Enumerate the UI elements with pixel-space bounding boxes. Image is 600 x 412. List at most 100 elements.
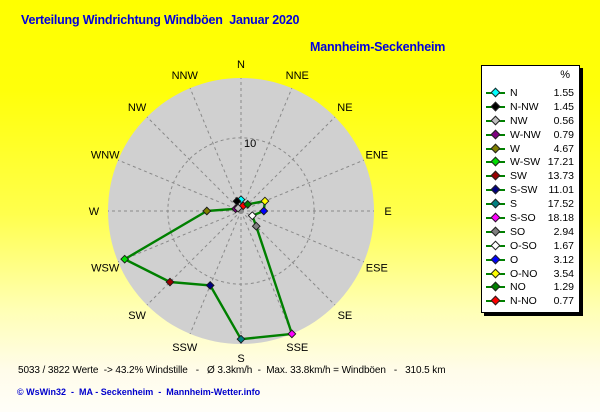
grid-spoke: [240, 87, 293, 212]
grid-spoke: [146, 116, 242, 212]
legend-value: 1.45: [553, 100, 574, 113]
legend-label: NO: [510, 281, 526, 294]
legend-row: O-NO 3.54: [482, 267, 579, 281]
compass-label-SSE: SSE: [286, 342, 308, 354]
legend-label: W-SW: [510, 156, 541, 169]
legend-label: N-NW: [510, 100, 539, 113]
compass-label-E: E: [384, 206, 391, 218]
compass-label-NE: NE: [337, 102, 352, 114]
legend-row: W 4.67: [482, 142, 579, 156]
legend-marker-icon: [486, 101, 505, 112]
legend-value: 1.67: [553, 239, 574, 252]
legend-marker-icon: [486, 226, 505, 237]
data-point-marker-NW: [233, 203, 243, 213]
legend-marker-icon: [486, 281, 505, 292]
legend-row: S 17.52: [482, 197, 579, 211]
compass-label-ENE: ENE: [365, 150, 388, 162]
compass-label-ESE: ESE: [366, 262, 388, 274]
grid-spoke: [117, 159, 242, 212]
compass-label-N: N: [237, 59, 245, 71]
compass-label-W: W: [89, 206, 100, 218]
legend-label: O-NO: [510, 267, 538, 280]
legend-label: S-SO: [510, 211, 536, 224]
legend-value: 0.56: [553, 114, 574, 127]
legend-marker-icon: [486, 115, 505, 126]
legend-marker-icon: [486, 295, 505, 306]
data-point-marker-W: [202, 206, 212, 216]
station-name: Mannheim-Seckenheim: [310, 40, 446, 54]
legend-row: O-SO 1.67: [482, 239, 579, 253]
compass-label-WNW: WNW: [91, 150, 120, 162]
grid-spoke: [117, 210, 242, 263]
legend-marker-icon: [486, 268, 505, 278]
data-point-marker-SW: [165, 277, 175, 287]
legend-label: SO: [510, 225, 526, 238]
grid-spoke: [240, 210, 365, 263]
legend-row: SW 13.73: [482, 169, 579, 183]
legend-label: N-NO: [510, 295, 537, 308]
legend-value: 1.55: [553, 86, 574, 99]
compass-label-NNW: NNW: [172, 70, 199, 82]
grid-spoke: [189, 87, 242, 212]
grid-spoke: [240, 210, 293, 335]
legend-row: N-NO 0.77: [482, 294, 579, 308]
legend-marker-icon: [486, 170, 505, 181]
legend-label: W-NW: [510, 128, 541, 141]
legend-value: 4.67: [553, 142, 574, 155]
data-point-marker-N-NW: [232, 196, 242, 206]
legend-value: 2.94: [553, 225, 574, 238]
data-point-marker-O: [259, 206, 269, 216]
legend-value: 17.52: [547, 198, 574, 211]
compass-label-SW: SW: [128, 310, 146, 322]
radial-axis-label: 10: [244, 138, 256, 150]
legend-marker-icon: [486, 254, 505, 265]
legend-value: 3.12: [553, 253, 574, 266]
legend-label: NW: [510, 114, 528, 127]
stats-line: 5033 / 3822 Werte -> 43.2% Windstille - …: [18, 365, 446, 376]
legend-row: S-SW 11.01: [482, 183, 579, 197]
legend-row: S-SO 18.18: [482, 211, 579, 225]
legend-marker-icon: [486, 240, 505, 251]
legend-value: 3.54: [553, 267, 574, 280]
legend-row: N-NW 1.45: [482, 100, 579, 114]
legend-box: % N 1.55 N-NW 1.45 NW 0.56 W-NW 0.79 W 4.67 W-SW 17…: [481, 65, 580, 313]
legend-rows: N 1.55 N-NW 1.45 NW 0.56 W-NW 0.79 W 4.67 W-SW 17.2…: [482, 86, 579, 308]
grid-spoke: [240, 159, 365, 212]
chart-title: Verteilung Windrichtung Windböen Januar …: [21, 13, 300, 27]
grid-spoke: [240, 116, 336, 212]
legend-marker-icon: [486, 143, 505, 153]
legend-label: SW: [510, 170, 527, 183]
compass-label-S: S: [237, 353, 244, 365]
legend-row: NO 1.29: [482, 280, 579, 294]
legend-marker-icon: [486, 156, 505, 167]
data-point-marker-O-SO: [247, 211, 257, 221]
legend-value: 1.29: [553, 281, 574, 294]
data-point-marker-NO: [243, 199, 253, 209]
legend-row: O 3.12: [482, 253, 579, 267]
legend-value: 17.21: [547, 156, 574, 169]
data-point-marker-S: [236, 334, 246, 344]
legend-marker-icon: [486, 129, 505, 140]
legend-label: S-SW: [510, 184, 538, 197]
compass-label-NNE: NNE: [286, 70, 309, 82]
copyright-footer: © WsWin32 - MA - Seckenheim - Mannheim-W…: [17, 387, 261, 397]
legend-value: 0.79: [553, 128, 574, 141]
legend-value: 18.18: [547, 211, 574, 224]
data-point-marker-S-SO: [287, 329, 297, 339]
legend-row: N 1.55: [482, 86, 579, 100]
compass-label-NW: NW: [128, 102, 147, 114]
legend-label: O: [510, 253, 519, 266]
compass-label-SE: SE: [338, 310, 353, 322]
legend-row: W-SW 17.21: [482, 155, 579, 169]
compass-label-SSW: SSW: [172, 342, 198, 354]
legend-row: W-NW 0.79: [482, 128, 579, 142]
data-point-marker-W-SW: [120, 254, 130, 264]
legend-value: 13.73: [547, 170, 574, 183]
grid-ring: [167, 137, 315, 285]
legend-row: SO 2.94: [482, 225, 579, 239]
legend-unit-header: %: [560, 69, 570, 81]
legend-label: N: [510, 86, 518, 99]
legend-label: S: [510, 198, 518, 211]
legend-marker-icon: [486, 212, 505, 223]
